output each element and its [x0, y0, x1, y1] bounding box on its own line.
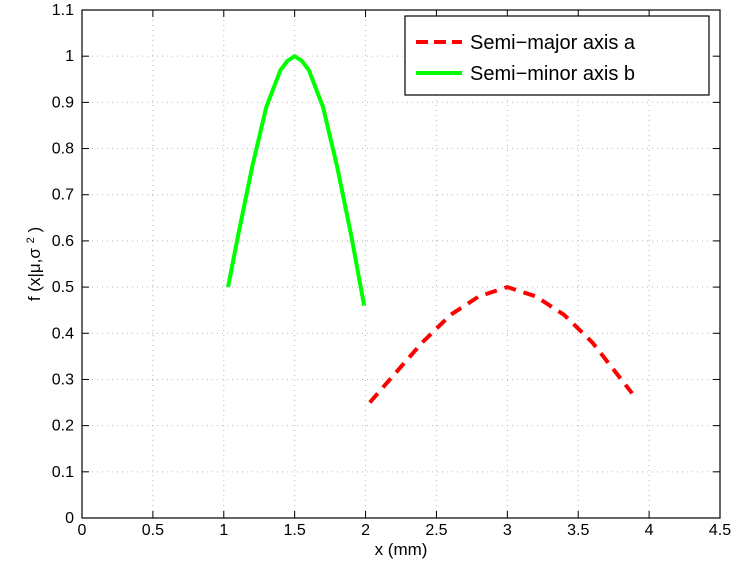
- y-axis-title: f (x|μ,σ 2 ): [25, 227, 44, 301]
- x-axis-title: x (mm): [375, 540, 428, 559]
- y-tick-label: 0.6: [52, 233, 74, 250]
- y-tick-label: 0.5: [52, 279, 74, 296]
- x-tick-label: 2: [361, 522, 370, 539]
- x-tick-label: 0: [78, 522, 87, 539]
- x-tick-label: 4: [645, 522, 654, 539]
- y-axis-title-superscript: 2: [25, 237, 37, 243]
- series-line-semi-minor-axis-b: [226, 54, 367, 306]
- legend: Semi−major axis a Semi−minor axis b: [404, 15, 710, 96]
- x-tick-label: 4.5: [709, 522, 731, 539]
- x-tick-label: 1.5: [284, 522, 306, 539]
- x-tick-label: 3: [503, 522, 512, 539]
- series-layer: [226, 54, 634, 404]
- x-tick-label: 3.5: [567, 522, 589, 539]
- axes-layer: 0 0.5 1 1.5 2 2.5 3 3.5 4 4.5 0 0.1 0.2 0.3 0.4 0.5 0.6 0…: [52, 2, 731, 539]
- y-tick-label: 0.7: [52, 187, 74, 204]
- plot-frame: [81, 9, 721, 519]
- y-axis-title-suffix: ): [25, 227, 44, 233]
- y-tick-label: 0.4: [52, 325, 74, 342]
- y-tick-label: 0.9: [52, 94, 74, 111]
- y-tick-label: 0.2: [52, 418, 74, 435]
- x-tick-label: 1: [219, 522, 228, 539]
- legend-label-semi-major-axis-a: Semi−major axis a: [470, 32, 636, 54]
- legend-box: [404, 15, 710, 96]
- y-tick-label: 1.1: [52, 2, 74, 19]
- y-tick-label: 1: [65, 48, 74, 65]
- y-axis-title-prefix: f (x|μ,σ: [25, 248, 44, 302]
- x-tick-label: 2.5: [425, 522, 447, 539]
- x-tick-label: 0.5: [142, 522, 164, 539]
- y-tick-label: 0: [65, 510, 74, 527]
- series-line-semi-major-axis-a: [368, 285, 634, 404]
- y-tick-label: 0.1: [52, 464, 74, 481]
- legend-label-semi-minor-axis-b: Semi−minor axis b: [470, 63, 635, 85]
- y-tick-label: 0.8: [52, 141, 74, 158]
- y-tick-label: 0.3: [52, 371, 74, 388]
